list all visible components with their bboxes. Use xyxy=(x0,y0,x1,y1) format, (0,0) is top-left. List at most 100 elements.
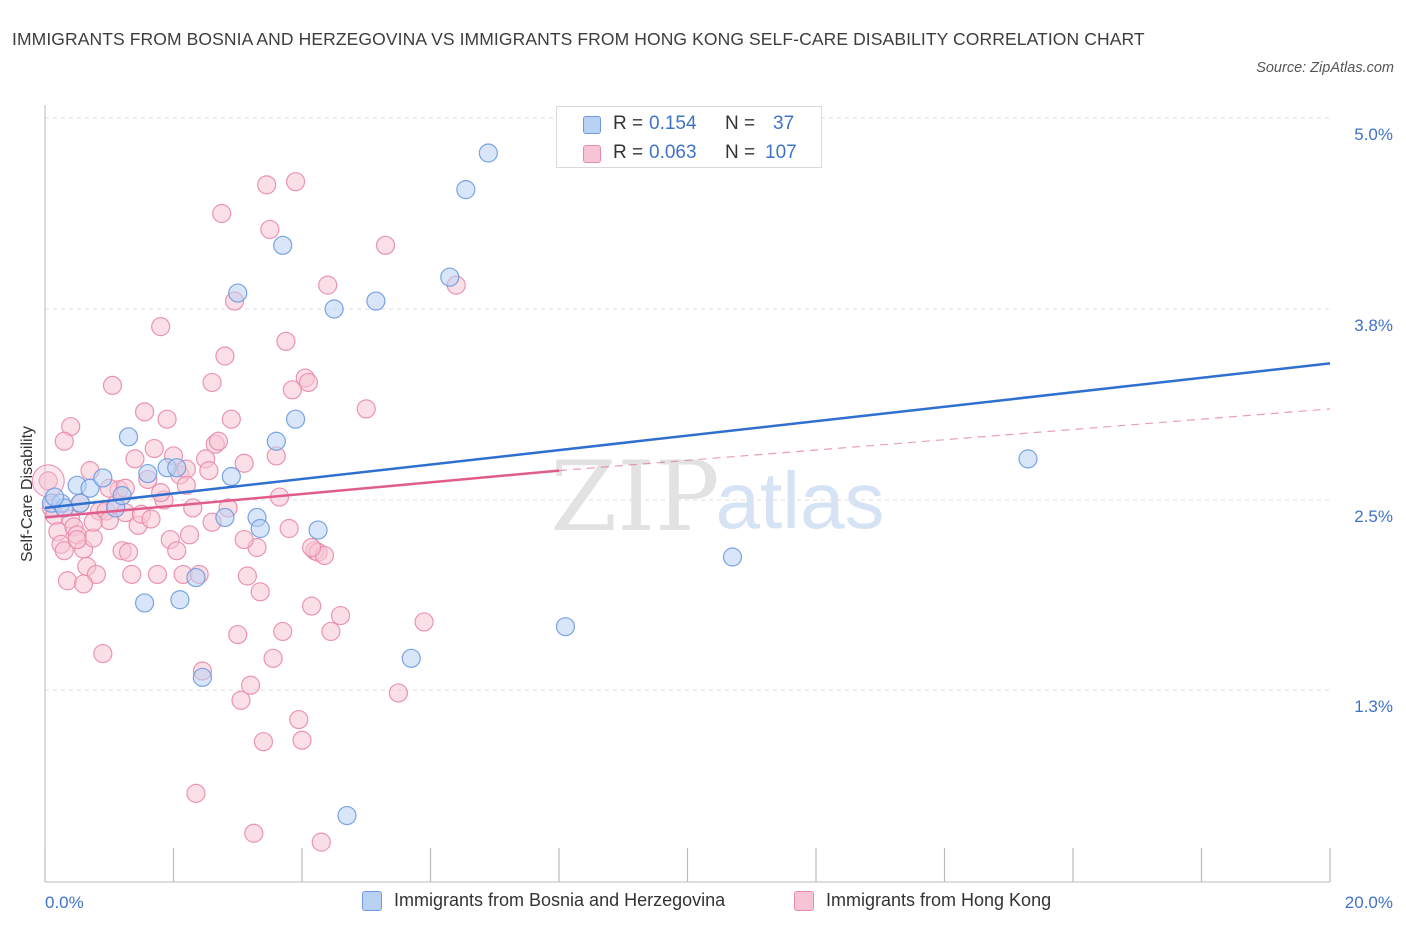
bosnia-point xyxy=(118,427,139,447)
hong-kong-point xyxy=(292,730,312,750)
hong-kong-point xyxy=(57,571,78,591)
hong-kong-point xyxy=(237,566,257,586)
bosnia-point xyxy=(478,143,498,163)
blue-swatch xyxy=(362,891,382,911)
bosnia-point xyxy=(138,463,158,484)
legend-label: Immigrants from Bosnia and Herzegovina xyxy=(394,890,726,910)
bosnia-point xyxy=(440,267,460,287)
bosnia-point xyxy=(134,593,155,613)
hong-kong-point xyxy=(282,380,302,400)
r-label: R = xyxy=(613,142,644,163)
hong-kong-point xyxy=(122,564,142,585)
hong-kong-point xyxy=(289,709,309,730)
bosnia-point xyxy=(401,648,421,668)
pink-swatch xyxy=(583,145,601,163)
hong-kong-trend-line xyxy=(44,469,560,519)
watermark-zip: ZIP xyxy=(550,441,719,553)
y-tick-label: 3.8% xyxy=(1354,316,1393,335)
bosnia-point xyxy=(266,431,286,451)
hong-kong-point xyxy=(276,331,296,351)
hong-kong-point xyxy=(118,542,139,562)
hong-kong-point xyxy=(86,564,107,585)
hong-kong-trend-extension xyxy=(558,408,1331,472)
x-tick-label: 20.0% xyxy=(1345,893,1393,912)
bosnia-point xyxy=(167,458,187,478)
hong-kong-point xyxy=(102,375,123,395)
hong-kong-point xyxy=(302,596,322,616)
hong-kong-point xyxy=(388,683,408,703)
stats-legend-row-bosnia: R = 0.154 N = 37 xyxy=(557,109,821,139)
trend-lines xyxy=(44,362,1331,519)
hong-kong-point xyxy=(208,431,229,451)
hong-kong-point xyxy=(298,372,319,393)
hong-kong-point xyxy=(179,525,200,545)
bosnia-point xyxy=(285,409,306,429)
bosnia-point xyxy=(1018,449,1038,469)
bosnia-point xyxy=(456,180,476,200)
hong-kong-point xyxy=(147,564,168,585)
r-value: 0.154 xyxy=(649,113,697,134)
bosnia-point xyxy=(170,590,190,610)
hong-kong-point xyxy=(93,643,113,664)
hong-kong-point xyxy=(183,498,203,518)
hong-kong-point xyxy=(186,783,206,803)
bosnia-point xyxy=(324,299,344,319)
hong-kong-point xyxy=(221,409,241,429)
hong-kong-point xyxy=(215,346,235,366)
hong-kong-point xyxy=(356,399,376,419)
hong-kong-point xyxy=(375,235,396,255)
hong-kong-point xyxy=(73,574,94,594)
hong-kong-point xyxy=(273,621,293,642)
bosnia-point xyxy=(555,617,576,637)
bosnia-point xyxy=(112,485,132,506)
blue-swatch xyxy=(583,116,601,134)
bosnia-point xyxy=(45,487,65,507)
n-value: 107 xyxy=(765,142,797,163)
axes xyxy=(44,105,1331,883)
chart-title: IMMIGRANTS FROM BOSNIA AND HERZEGOVINA V… xyxy=(12,29,1145,49)
bosnia-trend-line xyxy=(44,362,1331,510)
legend-label: Immigrants from Hong Kong xyxy=(826,890,1052,910)
hong-kong-point xyxy=(234,529,254,550)
hong-kong-point xyxy=(260,219,280,240)
y-tick-label: 2.5% xyxy=(1354,507,1393,526)
hong-kong-point xyxy=(253,732,274,752)
watermark-atlas: atlas xyxy=(716,456,885,545)
hong-kong-point xyxy=(141,509,161,529)
hong-kong-point xyxy=(318,275,338,295)
watermark: ZIP atlas xyxy=(550,441,884,553)
n-value: 37 xyxy=(773,113,795,134)
r-value: 0.063 xyxy=(649,142,697,163)
bosnia-point xyxy=(228,283,248,303)
stats-legend-row-hong-kong: R = 0.063 N = 107 xyxy=(557,138,821,168)
x-tick-label: 0.0% xyxy=(45,893,84,912)
hong-kong-point xyxy=(54,431,74,451)
hong-kong-point xyxy=(144,438,164,459)
bosnia-point xyxy=(215,507,235,528)
source-label: Source: ZipAtlas.com xyxy=(1256,60,1394,76)
bosnia-point xyxy=(366,291,386,311)
y-tick-label: 1.3% xyxy=(1354,697,1393,716)
bosnia-point xyxy=(221,466,241,487)
hong-kong-point xyxy=(279,518,299,539)
pink-swatch xyxy=(794,891,814,911)
hong-kong-point xyxy=(54,541,74,561)
n-label: N = xyxy=(725,113,756,134)
hong-kong-point xyxy=(311,832,331,852)
hong-kong-point xyxy=(151,317,171,337)
bosnia-point xyxy=(722,547,743,567)
hong-kong-point xyxy=(285,172,306,192)
hong-kong-point xyxy=(134,402,155,422)
n-label: N = xyxy=(725,142,756,163)
hong-kong-point xyxy=(414,612,434,632)
hong-kong-point xyxy=(199,461,219,481)
y-axis-label: Self-Care Disability xyxy=(19,425,36,563)
bosnia-point xyxy=(250,518,270,539)
hong-kong-point xyxy=(157,409,177,429)
hong-kong-point xyxy=(167,541,187,561)
hong-kong-point xyxy=(83,512,103,532)
hong-kong-point xyxy=(250,582,270,602)
tick-labels: 1.3% 2.5% 3.8% 5.0% 0.0% 20.0% xyxy=(45,125,1393,912)
y-tick-label: 5.0% xyxy=(1354,125,1393,144)
gridlines xyxy=(45,117,1330,691)
